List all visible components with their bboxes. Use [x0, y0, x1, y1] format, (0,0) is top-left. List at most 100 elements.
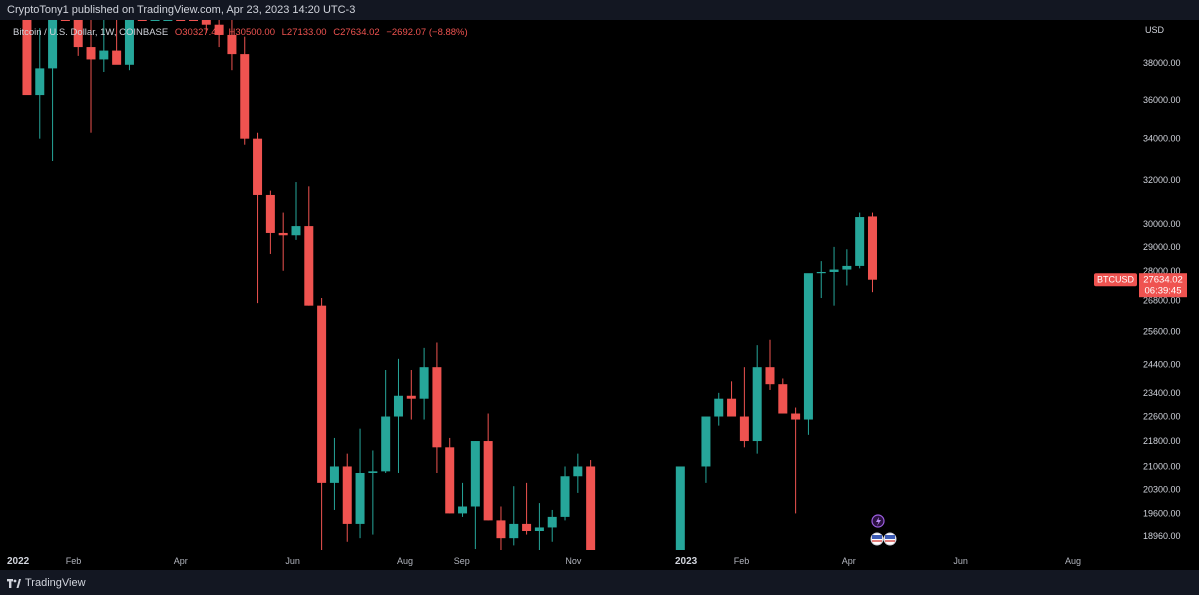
candle-body — [240, 54, 250, 139]
candle-body — [432, 367, 442, 448]
candle[interactable] — [227, 20, 237, 71]
candle[interactable] — [22, 20, 32, 96]
candle[interactable] — [240, 36, 250, 145]
candle[interactable] — [291, 182, 301, 240]
candle[interactable] — [355, 428, 365, 539]
candle[interactable] — [791, 407, 801, 514]
candle[interactable] — [509, 486, 519, 546]
candle[interactable] — [163, 20, 173, 21]
candle[interactable] — [112, 20, 122, 65]
price-tick-label: 21000.00 — [1143, 461, 1181, 471]
candle[interactable] — [150, 20, 160, 21]
candles — [22, 20, 877, 550]
candle[interactable] — [547, 509, 557, 542]
candle[interactable] — [304, 186, 314, 306]
candle[interactable] — [317, 298, 327, 550]
month-tick-label: Nov — [565, 556, 582, 566]
event-markers[interactable] — [870, 514, 897, 546]
candle[interactable] — [368, 450, 378, 535]
candle[interactable] — [60, 20, 70, 21]
candle[interactable] — [265, 190, 275, 254]
candle[interactable] — [99, 20, 109, 73]
candle[interactable] — [189, 20, 199, 21]
candle-body — [86, 47, 96, 60]
candle[interactable] — [816, 261, 826, 299]
month-tick-label: Feb — [734, 556, 750, 566]
price-tick-label: 24400.00 — [1143, 359, 1181, 369]
candle-body — [547, 516, 557, 528]
candle-body — [419, 367, 429, 399]
candle[interactable] — [445, 437, 455, 514]
month-tick-label: Jun — [285, 556, 300, 566]
symbol-badge — [1094, 273, 1137, 287]
candle-body — [522, 523, 532, 531]
month-tick-label: Feb — [66, 556, 82, 566]
candle[interactable] — [714, 392, 724, 426]
candle-body — [22, 20, 32, 96]
tradingview-logo[interactable]: TradingView — [7, 575, 86, 591]
candle[interactable] — [201, 20, 211, 34]
candle[interactable] — [867, 212, 877, 293]
candle-body — [458, 506, 468, 514]
legend-symbol: Bitcoin / U.S. Dollar, 1W, COINBASE — [13, 27, 168, 38]
candle[interactable] — [778, 378, 788, 414]
price-tick-label: 26800.00 — [1143, 296, 1181, 306]
candle[interactable] — [214, 20, 224, 48]
legend-high: H30500.00 — [229, 27, 275, 38]
year-tick-label: 2023 — [675, 556, 698, 567]
candle[interactable] — [393, 358, 403, 473]
candle[interactable] — [522, 482, 532, 535]
candle[interactable] — [137, 20, 147, 21]
candle[interactable] — [176, 20, 186, 21]
candle[interactable] — [560, 466, 570, 521]
candle[interactable] — [483, 413, 493, 521]
candle[interactable] — [48, 20, 58, 162]
time-axis[interactable] — [0, 550, 1138, 570]
legend-close: C27634.02 — [333, 27, 379, 38]
candle[interactable] — [124, 20, 134, 71]
candle[interactable] — [586, 460, 596, 550]
candle[interactable] — [496, 506, 506, 550]
candle[interactable] — [432, 342, 442, 473]
candle[interactable] — [701, 416, 711, 483]
candle[interactable] — [573, 453, 583, 493]
candle[interactable] — [419, 347, 429, 420]
candle-body — [137, 20, 147, 21]
price-tick-label: 32000.00 — [1143, 175, 1181, 185]
candle[interactable] — [253, 132, 263, 304]
candle-body — [816, 271, 826, 274]
candle[interactable] — [278, 212, 288, 271]
candle[interactable] — [470, 441, 480, 550]
candle[interactable] — [842, 249, 852, 286]
candle[interactable] — [829, 246, 839, 306]
legend-low: L27133.00 — [282, 27, 327, 38]
candle[interactable] — [381, 369, 391, 473]
candle-body — [675, 466, 685, 550]
candle-body — [406, 395, 416, 399]
candle-body — [35, 68, 45, 96]
candle[interactable] — [855, 212, 865, 269]
candle[interactable] — [458, 482, 468, 517]
chart-legend: Bitcoin / U.S. Dollar, 1W, COINBASE O303… — [13, 27, 468, 38]
candle[interactable] — [765, 339, 775, 390]
candle[interactable] — [534, 503, 544, 550]
candle[interactable] — [342, 453, 352, 542]
candle[interactable] — [803, 273, 813, 435]
year-tick-label: 2022 — [7, 556, 30, 567]
price-tick-label: 21800.00 — [1143, 436, 1181, 446]
candle-body — [368, 471, 378, 473]
candle[interactable] — [73, 20, 83, 56]
candle[interactable] — [739, 367, 749, 448]
candle[interactable] — [35, 28, 45, 139]
candle[interactable] — [86, 20, 96, 133]
candle[interactable] — [406, 369, 416, 420]
price-scale-labels: 38000.00 36000.00 34000.00 32000.00 30000.00… — [1143, 58, 1181, 541]
candle[interactable] — [329, 437, 339, 510]
tradingview-logo-icon — [7, 578, 21, 588]
plot-area[interactable] — [0, 20, 1138, 550]
candle[interactable] — [752, 345, 762, 454]
candlestick-chart[interactable]: 38000.00 36000.00 34000.00 32000.00 30000.00… — [0, 20, 1199, 570]
candle[interactable] — [727, 381, 737, 417]
candle-body — [393, 395, 403, 417]
candle[interactable] — [675, 466, 685, 550]
